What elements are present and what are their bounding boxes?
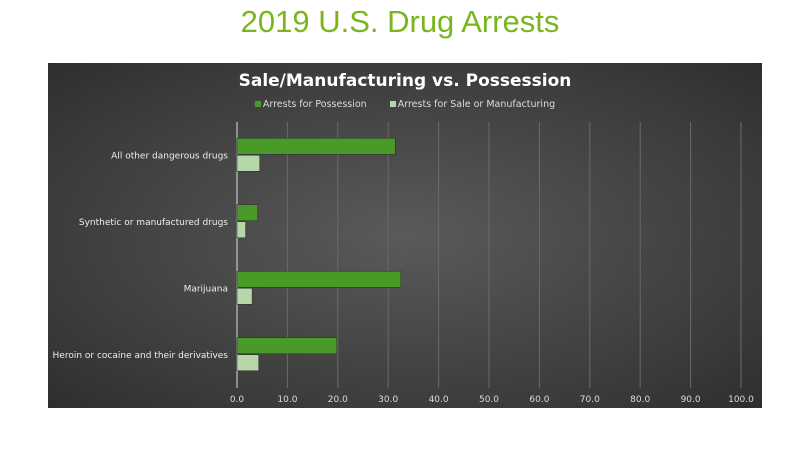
legend-swatch [254,101,261,107]
x-tick-label: 0.0 [230,395,245,405]
x-tick-label: 70.0 [580,395,600,405]
bar-possession [236,337,338,354]
x-tick-label: 80.0 [630,395,650,405]
bar-sale [236,354,259,371]
legend-item-sale: Arrests for Sale or Manufacturing [389,99,556,110]
legend-item-possession: Arrests for Possession [254,99,367,110]
bar-possession [236,204,258,221]
page-title: 2019 U.S. Drug Arrests [240,4,560,39]
x-tick-label: 50.0 [479,395,499,405]
x-tick-label: 40.0 [429,395,449,405]
bar-sale [236,221,246,238]
x-tick-label: 30.0 [378,395,398,405]
x-tick-label: 10.0 [277,395,297,405]
chart-title: Sale/Manufacturing vs. Possession [238,71,572,91]
x-tick-label: 20.0 [328,395,348,405]
legend: Arrests for Possession Arrests for Sale … [48,99,762,110]
bar-possession [236,271,402,288]
legend-swatch [389,101,396,107]
y-tick-label: Heroin or cocaine and their derivatives [53,351,229,361]
bar-sale [236,288,253,305]
y-tick-label: Marijuana [184,284,228,294]
y-tick-label: Synthetic or manufactured drugs [79,218,228,228]
chart-panel: Sale/Manufacturing vs. Possession Arrest… [48,63,762,408]
legend-label: Arrests for Possession [262,99,367,110]
x-tick-label: 100.0 [728,395,754,405]
bar-sale [236,155,260,172]
x-tick-label: 90.0 [681,395,701,405]
x-tick-label: 60.0 [529,395,549,405]
y-tick-label: All other dangerous drugs [111,151,228,161]
legend-label: Arrests for Sale or Manufacturing [397,99,556,110]
bar-possession [236,138,396,155]
